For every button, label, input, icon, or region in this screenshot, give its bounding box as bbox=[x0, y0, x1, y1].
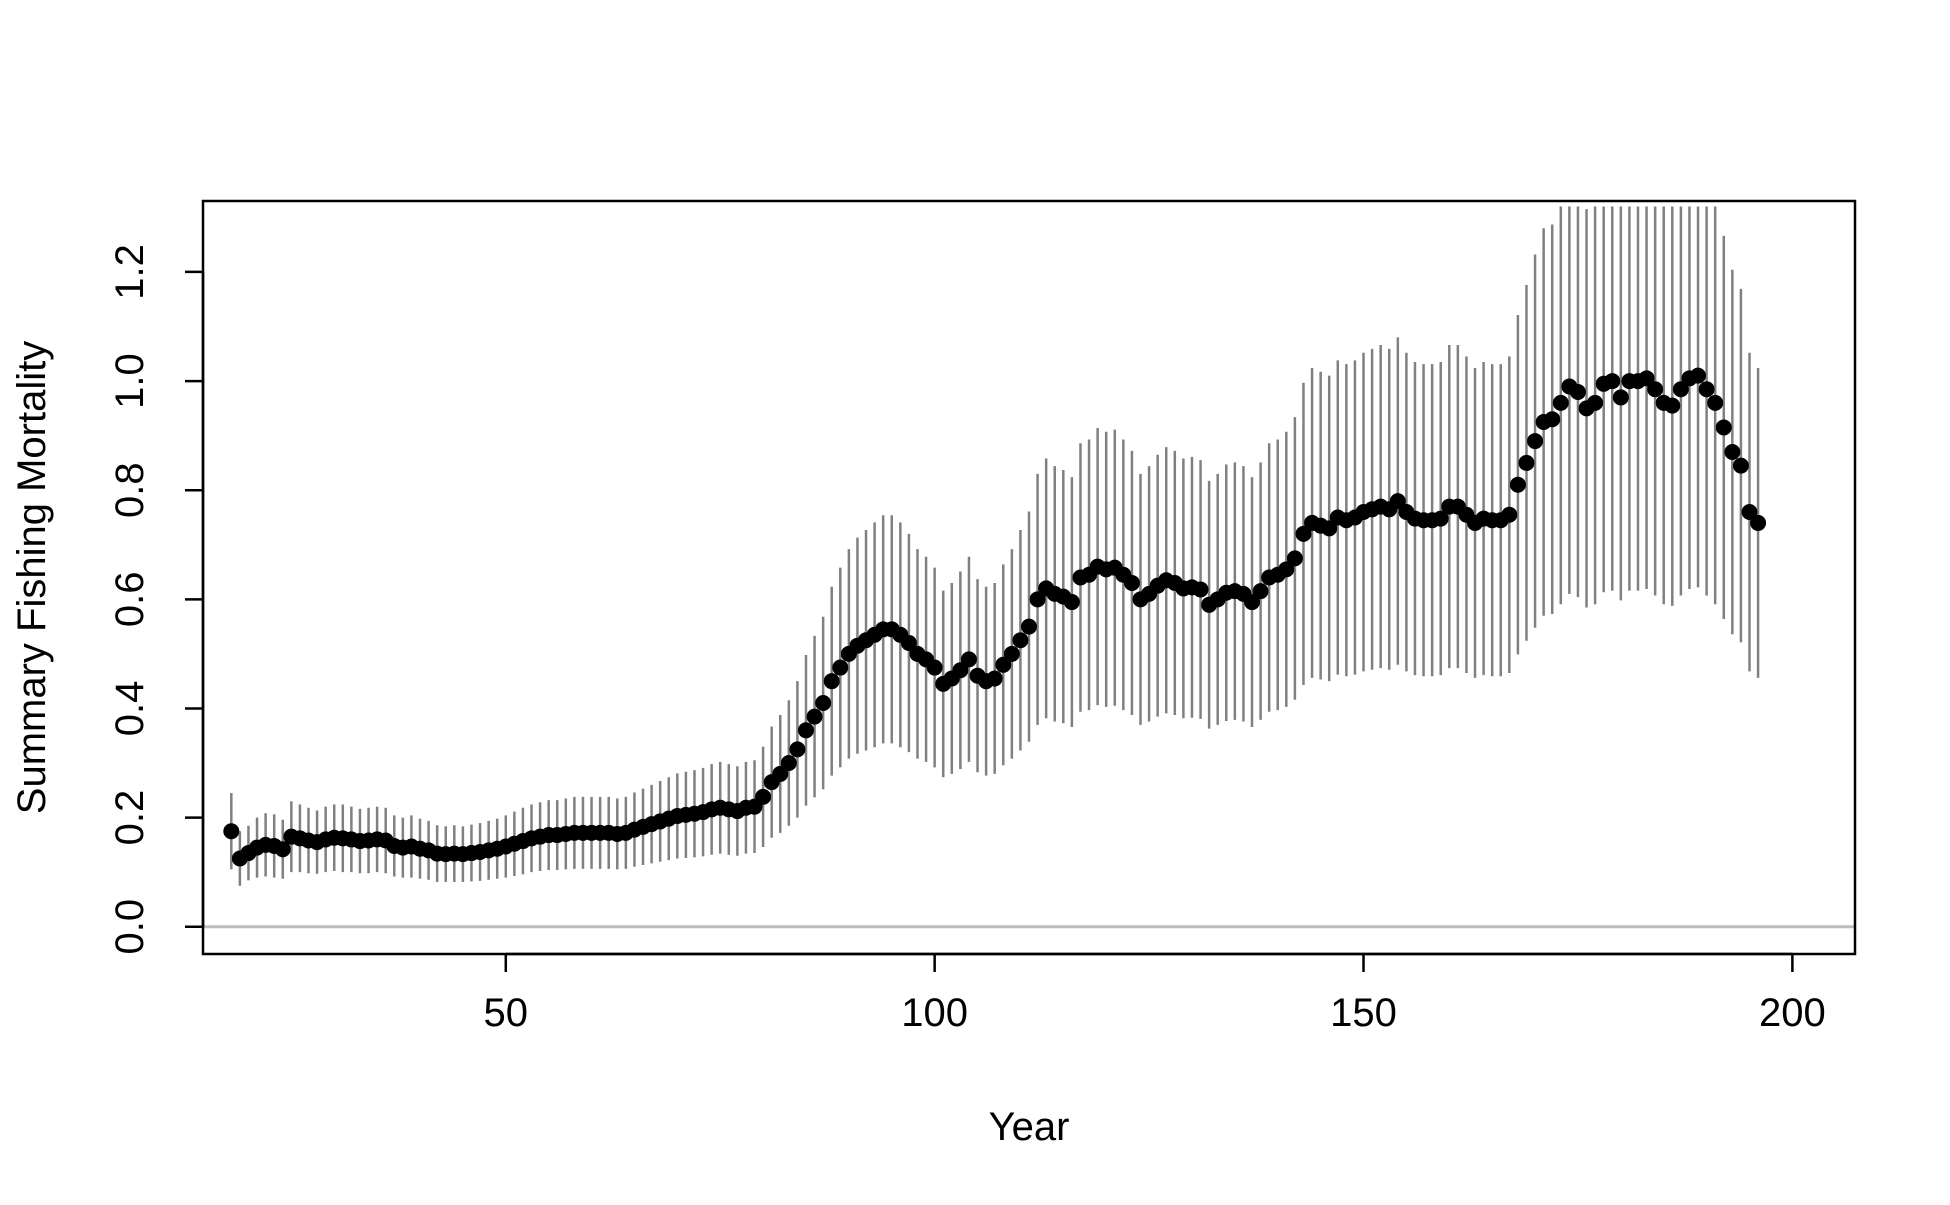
y-tick-label: 0.4 bbox=[108, 681, 152, 737]
data-point bbox=[1732, 457, 1749, 474]
data-point bbox=[1552, 394, 1569, 411]
data-point bbox=[986, 670, 1003, 687]
data-point bbox=[1278, 561, 1295, 578]
data-point bbox=[1707, 394, 1724, 411]
data-point bbox=[1029, 591, 1046, 608]
data-point bbox=[926, 659, 943, 676]
data-point bbox=[1544, 411, 1561, 428]
x-tick-label: 100 bbox=[901, 991, 968, 1035]
y-tick-label: 0.0 bbox=[108, 899, 152, 955]
y-tick-label: 1.0 bbox=[108, 353, 152, 409]
data-point bbox=[1192, 581, 1209, 598]
y-tick-label: 0.8 bbox=[108, 462, 152, 518]
data-point bbox=[832, 659, 849, 676]
data-point bbox=[772, 765, 789, 782]
data-point bbox=[1501, 506, 1518, 523]
data-point bbox=[995, 656, 1012, 673]
x-axis-title: Year bbox=[989, 1105, 1070, 1149]
data-point bbox=[1063, 594, 1080, 611]
y-tick-label: 0.6 bbox=[108, 572, 152, 628]
data-point bbox=[1003, 645, 1020, 662]
y-tick-label: 1.2 bbox=[108, 244, 152, 300]
data-point bbox=[1612, 389, 1629, 406]
data-point bbox=[1527, 433, 1544, 450]
data-point bbox=[1432, 510, 1449, 527]
data-point bbox=[1715, 419, 1732, 436]
data-point bbox=[223, 823, 240, 840]
data-point bbox=[789, 741, 806, 758]
data-point bbox=[806, 708, 823, 725]
data-point bbox=[1604, 373, 1621, 390]
data-point bbox=[1741, 504, 1758, 521]
data-point bbox=[1321, 520, 1338, 537]
data-points bbox=[223, 367, 1767, 867]
data-point bbox=[815, 695, 832, 711]
data-point bbox=[1690, 367, 1707, 384]
data-point bbox=[274, 841, 291, 858]
data-point bbox=[1750, 514, 1767, 531]
data-point bbox=[1569, 383, 1586, 400]
x-tick-label: 50 bbox=[484, 991, 529, 1035]
y-axis: 0.0 0.2 0.4 0.6 0.8 1.0 1.2 bbox=[108, 244, 205, 955]
data-point bbox=[755, 788, 772, 805]
x-tick-label: 150 bbox=[1330, 991, 1397, 1035]
data-point bbox=[1252, 583, 1269, 600]
data-point bbox=[780, 755, 797, 772]
data-point bbox=[960, 651, 977, 668]
data-point bbox=[1587, 394, 1604, 411]
data-point bbox=[1021, 618, 1037, 635]
data-point bbox=[1123, 574, 1140, 591]
data-point bbox=[1647, 381, 1664, 398]
data-point bbox=[1389, 493, 1406, 510]
data-point bbox=[900, 634, 917, 651]
data-point bbox=[952, 662, 969, 679]
data-point bbox=[1698, 381, 1715, 398]
x-tick-label: 200 bbox=[1759, 991, 1826, 1035]
data-point bbox=[1509, 476, 1526, 493]
y-tick-label: 0.2 bbox=[108, 790, 152, 846]
data-point bbox=[1295, 525, 1312, 542]
data-point bbox=[823, 673, 840, 690]
data-point bbox=[1664, 397, 1681, 414]
data-point bbox=[1244, 594, 1261, 611]
x-axis: 50 100 150 200 bbox=[484, 952, 1826, 1035]
data-point bbox=[1724, 444, 1741, 460]
y-axis-title: Summary Fishing Mortality bbox=[10, 341, 54, 814]
data-point bbox=[1518, 454, 1535, 471]
data-point bbox=[1672, 381, 1689, 398]
data-point bbox=[1286, 550, 1303, 567]
data-point bbox=[797, 722, 814, 739]
data-point bbox=[1012, 632, 1029, 649]
data-point bbox=[1638, 370, 1655, 387]
